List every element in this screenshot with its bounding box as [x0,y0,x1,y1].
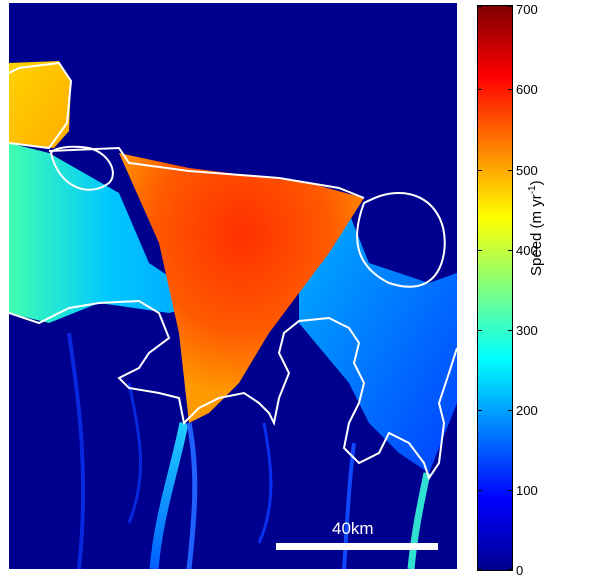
colorbar-title: Speed (m yr-1) [527,180,546,276]
colorbar-tick-label: 400 [516,243,538,258]
colorbar-tickmark [477,250,482,251]
right-flow-region [299,213,457,473]
colorbar-tickmark [508,330,513,331]
tributary-stream-2 [186,422,198,569]
colorbar-tick-label: 200 [516,403,538,418]
left-flow-region [9,143,209,323]
tributary-stream-7 [257,422,273,544]
scale-bar [276,543,438,550]
colorbar-tick-label: 500 [516,163,538,178]
colorbar-tick-label: 700 [516,2,538,17]
colorbar-tick-label: 0 [516,563,524,578]
velocity-map [9,3,457,569]
colorbar-tick-label: 300 [516,323,538,338]
calving-front-outline [48,146,365,199]
colorbar-tickmark [477,89,482,90]
colorbar-tickmark [508,569,513,570]
tributary-stream-1 [149,422,189,569]
grounding-line-outline [9,299,457,481]
tributary-stream-6 [127,382,142,524]
colorbar-tickmark [508,490,513,491]
tributary-stream-3 [407,472,431,569]
colorbar-tickmark [508,250,513,251]
colorbar-tickmark [477,6,482,7]
colorbar-tickmark [477,569,482,570]
scale-bar-label: 40km [332,519,374,538]
speed-colorbar [477,5,513,571]
central-fast-flow [119,153,364,423]
colorbar-tickmark [477,410,482,411]
colorbar-tickmark [477,490,482,491]
upper-left-fast-flow [9,61,71,148]
colorbar-tickmark [508,89,513,90]
colorbar-tickmark [477,170,482,171]
colorbar-tickmark [477,330,482,331]
colorbar-tickmark [508,6,513,7]
left-island-outline [49,145,114,191]
right-island-outline [356,191,446,288]
colorbar-tick-label: 600 [516,82,538,97]
tributary-stream-5 [67,332,86,569]
ice-front-outline [9,61,73,150]
colorbar-tickmark [508,410,513,411]
colorbar-tickmark [508,170,513,171]
colorbar-tick-label: 100 [516,483,538,498]
